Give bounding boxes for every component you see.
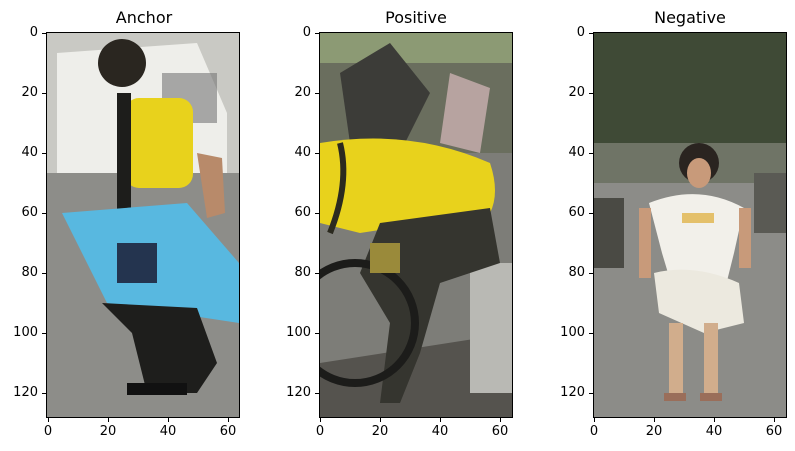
y-tick-label: 80 [21,265,38,280]
x-tick-label: 60 [765,424,783,439]
y-tick-label: 20 [568,85,585,100]
y-tick-label: 100 [560,325,585,340]
x-tick-label: 20 [645,424,663,439]
y-tick-label: 40 [568,145,585,160]
x-tick-label: 40 [705,424,723,439]
positive-image [319,32,513,418]
y-tick-label: 60 [21,205,38,220]
negative-title: Negative [654,8,726,27]
positive-panel: Positive 0 20 40 60 80 100 120 0 20 40 6… [274,0,534,451]
y-tick-label: 100 [13,325,38,340]
y-tick-label: 0 [29,25,38,40]
x-tick-label: 40 [431,424,449,439]
y-tick-label: 60 [294,205,311,220]
y-tick-label: 120 [560,385,585,400]
x-tick-label: 20 [371,424,389,439]
y-tick-label: 40 [21,145,38,160]
anchor-panel: Anchor 0 20 40 60 80 100 120 0 20 40 6 [0,0,260,451]
y-tick-label: 80 [568,265,585,280]
x-tick-label: 0 [589,424,599,439]
y-tick-label: 20 [294,85,311,100]
x-tick-label: 0 [43,424,53,439]
x-tick-label: 40 [159,424,177,439]
y-tick-label: 60 [568,205,585,220]
y-tick-label: 120 [13,385,38,400]
anchor-title: Anchor [115,8,173,27]
negative-panel: Negative 0 20 40 60 80 100 120 [547,0,795,451]
y-tick-label: 0 [302,25,311,40]
negative-image [593,32,787,418]
x-tick-label: 0 [315,424,325,439]
y-tick-label: 80 [294,265,311,280]
anchor-image [46,32,240,418]
x-tick-label: 60 [491,424,509,439]
x-tick-label: 20 [99,424,117,439]
y-tick-label: 100 [286,325,311,340]
x-tick-label: 60 [219,424,237,439]
y-tick-label: 40 [294,145,311,160]
y-tick-label: 120 [286,385,311,400]
y-tick-label: 20 [21,85,38,100]
y-tick-label: 0 [576,25,585,40]
positive-title: Positive [385,8,447,27]
